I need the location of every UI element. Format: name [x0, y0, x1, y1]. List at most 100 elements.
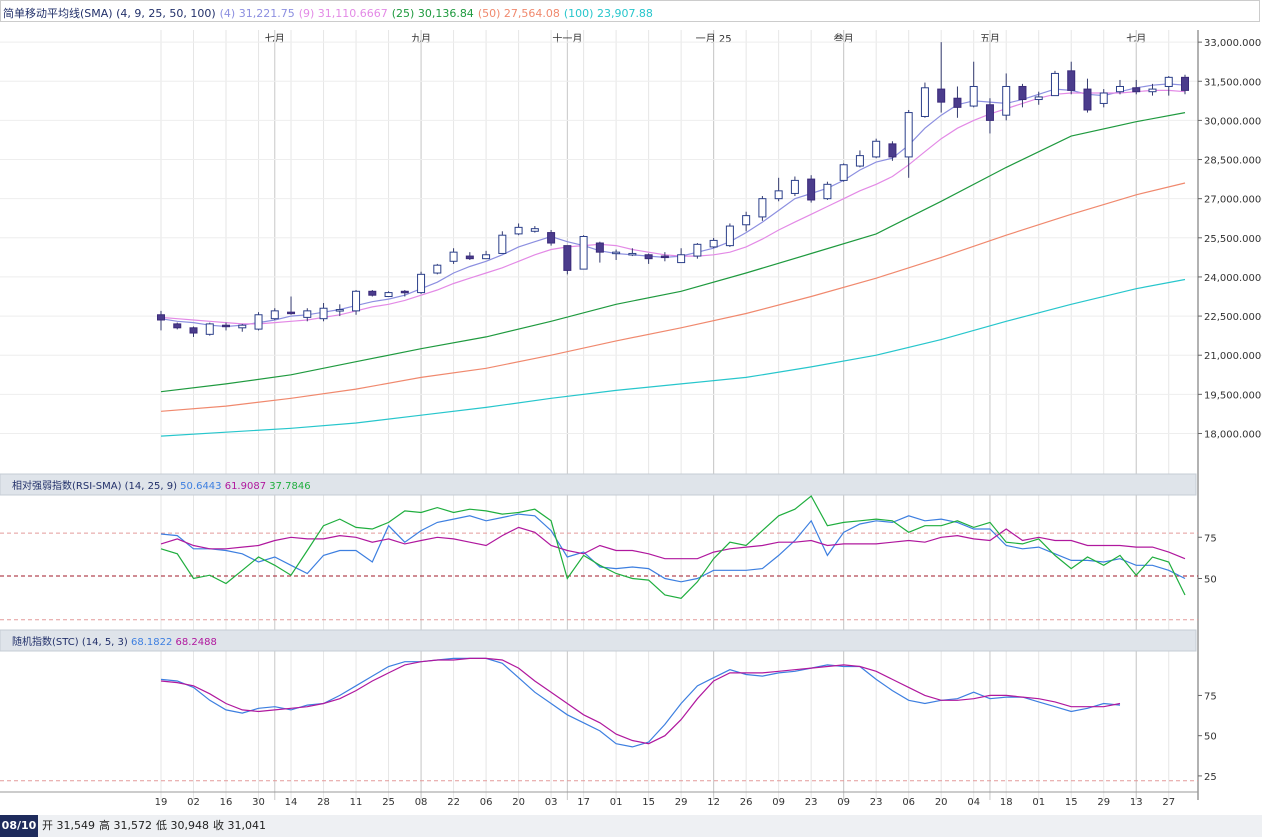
ma-value-0: (4) 31,221.75	[219, 7, 295, 20]
candle-body-14	[384, 292, 393, 298]
ma-line-4	[160, 278, 1186, 437]
candle-body-55	[1050, 72, 1059, 97]
x-tick-label-18: 26	[740, 797, 753, 808]
candle-body-45	[888, 143, 897, 158]
month-label-3: 一月 25	[696, 33, 732, 45]
month-label-2: 十一月	[552, 32, 582, 45]
candle-body-3	[205, 323, 214, 335]
rsi-line-1	[160, 526, 1186, 560]
x-tick-label-8: 08	[415, 797, 428, 808]
rsi-tick-label-1: 50	[1204, 575, 1217, 586]
candle-body-37	[758, 198, 767, 218]
rsi-tick-label-0: 75	[1204, 533, 1217, 544]
rsi-header-value-0: 50.6443	[180, 481, 225, 492]
stc-line-1	[160, 657, 1121, 745]
candle-body-56	[1067, 70, 1076, 91]
ma-value-3: (50) 27,564.08	[477, 7, 560, 20]
candle-body-58	[1099, 92, 1108, 104]
candle-body-44	[872, 140, 881, 158]
candle-body-27	[595, 242, 604, 253]
candle-body-51	[985, 104, 994, 121]
x-tick-label-3: 30	[252, 797, 265, 808]
candle-body-43	[855, 155, 864, 167]
rsi-line-0	[160, 513, 1186, 583]
stc-tick-label-0: 75	[1204, 691, 1217, 702]
x-tick-label-12: 03	[545, 797, 558, 808]
x-tick-label-28: 15	[1065, 797, 1078, 808]
ma-line-2	[160, 112, 1186, 393]
candle-body-17	[433, 264, 442, 274]
candle-body-48	[937, 88, 946, 103]
candle-body-6	[254, 314, 263, 330]
candle-body-40	[807, 178, 816, 201]
x-tick-label-25: 04	[967, 797, 980, 808]
price-tick-label-3: 28,500.0000	[1204, 156, 1262, 167]
x-tick-label-16: 29	[675, 797, 688, 808]
candle-body-57	[1083, 88, 1092, 111]
candle-body-21	[498, 234, 507, 254]
candle-body-1	[173, 323, 182, 329]
candle-body-25	[563, 245, 572, 271]
price-tick-label-8: 21,000.0000	[1204, 351, 1262, 362]
stc-header-value-1: 68.2488	[176, 637, 217, 648]
candle-body-39	[790, 179, 799, 194]
x-tick-label-7: 25	[382, 797, 395, 808]
candle-body-4	[222, 324, 231, 328]
ma-line-0	[160, 83, 1186, 328]
rsi-title: 相对强弱指数(RSI-SMA) (14, 25, 9) 50.6443 61.9…	[12, 479, 311, 492]
price-tick-label-6: 24,000.0000	[1204, 273, 1262, 284]
candle-body-49	[953, 97, 962, 108]
ma-line-3	[160, 182, 1186, 412]
candle-body-15	[400, 290, 409, 294]
rsi-line-2	[160, 495, 1186, 599]
candle-body-53	[1018, 85, 1027, 101]
candle-body-60	[1132, 87, 1141, 93]
candle-body-62	[1164, 76, 1173, 87]
price-tick-label-7: 22,500.0000	[1204, 312, 1262, 323]
rsi-header-value-2: 37.7846	[269, 481, 310, 492]
candle-body-34	[709, 239, 718, 248]
candle-body-5	[238, 324, 247, 329]
status-bar: 08/10 开 31,549 高 31,572 低 30,948 收 31,041	[0, 815, 1262, 837]
candle-body-54	[1034, 96, 1043, 101]
stc-header-bg	[0, 629, 1197, 652]
candle-body-23	[530, 228, 539, 232]
candle-body-29	[628, 252, 637, 256]
x-tick-label-13: 17	[577, 797, 590, 808]
x-tick-label-20: 23	[805, 797, 818, 808]
stc-title: 随机指数(STC) (14, 5, 3) 68.1822 68.2488	[12, 635, 217, 648]
x-tick-label-27: 01	[1032, 797, 1045, 808]
ma-line-1	[160, 89, 1186, 325]
price-tick-label-1: 31,500.0000	[1204, 77, 1262, 88]
ohlc-item-0: 开 31,549	[42, 819, 95, 832]
candle-body-61	[1148, 88, 1157, 93]
candle-body-35	[725, 225, 734, 247]
candle-body-52	[1002, 85, 1011, 116]
candle-body-20	[482, 254, 491, 260]
x-tick-label-15: 15	[642, 797, 655, 808]
rsi-header-bg	[0, 473, 1197, 496]
sma-header-bar: 简单移动平均线(SMA) (4, 9, 25, 50, 100) (4) 31,2…	[0, 0, 1260, 22]
candle-body-9	[303, 310, 312, 318]
month-label-1: 九月	[411, 33, 431, 45]
candle-body-38	[774, 190, 783, 200]
candle-body-32	[677, 254, 686, 264]
sma-title: 简单移动平均线(SMA) (4, 9, 25, 50, 100)	[3, 7, 216, 20]
x-tick-label-10: 06	[480, 797, 493, 808]
x-tick-label-17: 12	[707, 797, 720, 808]
price-tick-label-4: 27,000.0000	[1204, 195, 1262, 206]
month-label-5: 五月	[980, 33, 1000, 45]
candle-body-41	[823, 183, 832, 200]
x-tick-label-6: 11	[350, 797, 363, 808]
stc-tick-label-1: 50	[1204, 732, 1217, 743]
ohlc-item-3: 收 31,041	[213, 819, 266, 832]
x-tick-label-9: 22	[447, 797, 460, 808]
candle-body-46	[904, 112, 913, 158]
ohlc-item-2: 低 30,948	[156, 819, 209, 832]
ma-value-2: (25) 30,136.84	[391, 7, 474, 20]
candle-body-47	[920, 87, 929, 117]
month-label-4: 叁月	[834, 32, 854, 45]
x-tick-label-26: 18	[1000, 797, 1013, 808]
sma-legend: 简单移动平均线(SMA) (4, 9, 25, 50, 100) (4) 31,2…	[3, 5, 661, 21]
month-label-6: 七月	[1126, 33, 1146, 45]
